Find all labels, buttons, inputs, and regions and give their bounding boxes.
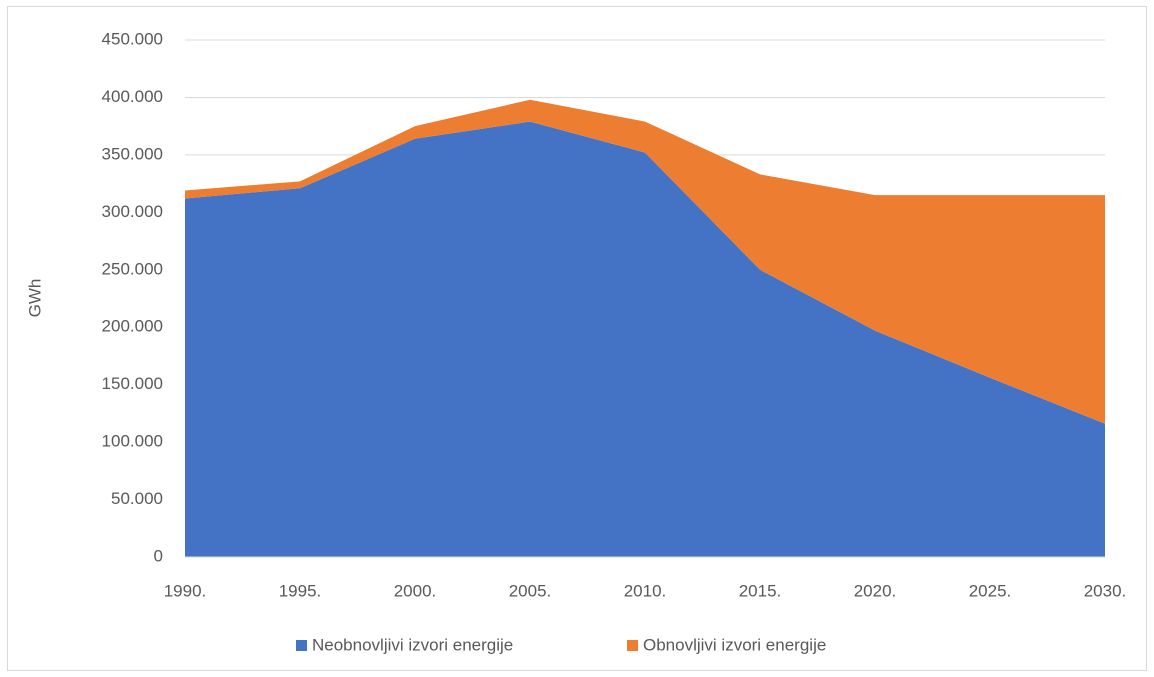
y-tick-label: 150.000 xyxy=(102,374,163,393)
y-tick-label: 450.000 xyxy=(102,29,163,48)
x-tick-label: 2020. xyxy=(854,581,897,600)
area xyxy=(185,99,1105,424)
y-tick-label: 250.000 xyxy=(102,259,163,278)
legend-swatch xyxy=(627,640,638,651)
x-tick-label: 1995. xyxy=(279,581,322,600)
x-tick-label: 2000. xyxy=(394,581,437,600)
legend-label: Obnovljivi izvori energije xyxy=(643,635,826,654)
legend-label: Neobnovljivi izvori energije xyxy=(312,635,513,654)
y-tick-label: 400.000 xyxy=(102,87,163,106)
x-tick-label: 2005. xyxy=(509,581,552,600)
x-tick-label: 2030. xyxy=(1084,581,1127,600)
area xyxy=(185,121,1105,558)
x-tick-label: 2010. xyxy=(624,581,667,600)
legend-swatch xyxy=(296,640,307,651)
x-tick-label: 2025. xyxy=(969,581,1012,600)
y-tick-label: 0 xyxy=(154,546,163,565)
x-tick-label: 2015. xyxy=(739,581,782,600)
y-axis-label: GWh xyxy=(25,279,44,318)
y-tick-label: 200.000 xyxy=(102,317,163,336)
x-tick-label: 1990. xyxy=(164,581,207,600)
y-tick-label: 50.000 xyxy=(111,489,163,508)
y-tick-label: 100.000 xyxy=(102,432,163,451)
y-tick-label: 300.000 xyxy=(102,202,163,221)
y-tick-label: 350.000 xyxy=(102,144,163,163)
